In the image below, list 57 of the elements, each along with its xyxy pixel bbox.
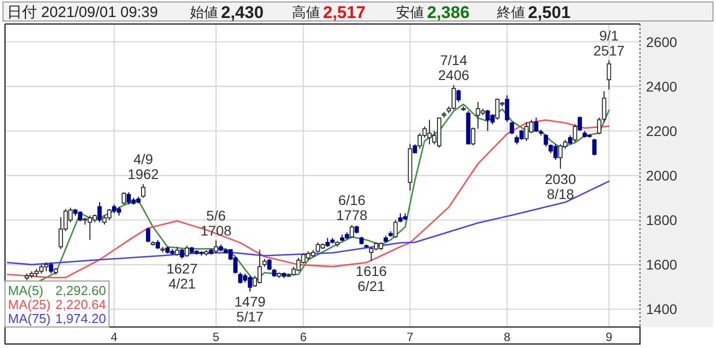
candlestick [267, 258, 272, 271]
candlestick [470, 127, 476, 146]
x-tick-label: 8 [504, 330, 511, 344]
text: MA(75) 1,974.20 [8, 311, 106, 326]
chart-title: 日付 2021/09/01 09:39 [7, 4, 158, 21]
candlestick [350, 224, 354, 238]
text: 2,517 [323, 3, 366, 22]
candlestick [184, 245, 190, 258]
candlestick [48, 262, 54, 274]
candlestick [510, 122, 514, 135]
annotation: 1479 5/17 [234, 294, 266, 325]
x-tick-label: 9 [606, 330, 613, 344]
annotation: 6/16 1778 [336, 192, 368, 223]
text: 安値 [396, 4, 424, 20]
candlestick [393, 220, 398, 238]
candlestick [141, 183, 146, 198]
candlestick [146, 227, 150, 243]
candlestick [180, 248, 184, 260]
candlestick [122, 192, 126, 205]
annotation: 4/9 1962 [128, 150, 160, 182]
text: 2,430 [221, 3, 264, 22]
y-tick-label: 1800 [646, 212, 678, 228]
y-tick-label: 2400 [646, 78, 678, 94]
y-tick-label: 2200 [646, 122, 678, 139]
candlestick [534, 117, 538, 133]
candlestick [578, 116, 582, 132]
text: 2,386 [427, 3, 470, 22]
x-tick-label: 4 [110, 330, 118, 344]
x-tick-label: 6 [300, 330, 307, 344]
annotation: 9/1 2517 [593, 27, 625, 58]
y-tick-label: 2600 [646, 34, 678, 50]
candlestick [97, 202, 102, 223]
candlestick [544, 134, 548, 148]
candlestick [572, 124, 578, 143]
candlestick [214, 240, 218, 254]
annotation: 2030 8/18 [544, 170, 576, 202]
candlestick [456, 89, 461, 102]
annotation: 1627 4/21 [166, 260, 198, 292]
text: 終値 [496, 4, 525, 20]
y-tick-label: 1600 [646, 256, 678, 273]
series-label: MA(25) 2,220.64 [8, 297, 106, 312]
series-label: MA(5) 2,292.60 [8, 283, 106, 298]
x-tick-label: 5 [212, 330, 220, 344]
y-tick-label: 2000 [646, 168, 678, 184]
annotation: 1616 6/21 [356, 263, 388, 294]
line-series [6, 119, 610, 278]
text: 高値 [292, 4, 320, 20]
y-tick-label: 1400 [646, 301, 678, 318]
candlestick [602, 90, 606, 123]
annotation: 7/14 2406 [438, 52, 470, 84]
candlestick [592, 138, 597, 156]
text: 2,501 [528, 3, 571, 22]
candlestick [504, 94, 510, 123]
candlestick [606, 60, 612, 90]
candlestick [597, 117, 602, 135]
text: 始値 [190, 4, 218, 20]
x-tick-label: 7 [406, 330, 414, 344]
